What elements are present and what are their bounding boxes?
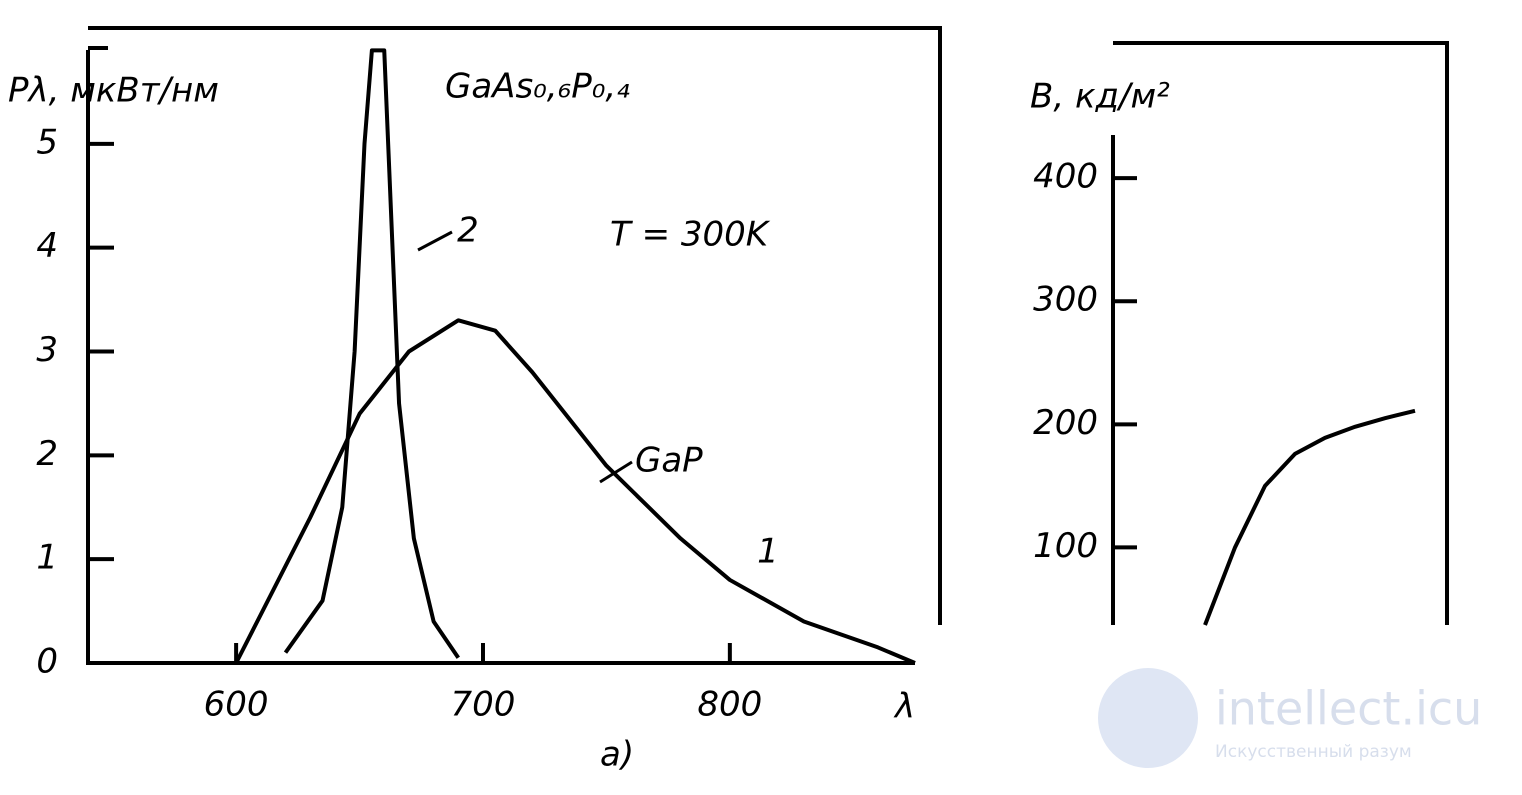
series-label: 2 [457, 211, 479, 251]
y-axis-label: Pλ, мкВт/нм [8, 71, 219, 111]
x-tick-label: 600 [204, 685, 269, 725]
y-tick-label: 0 [36, 642, 58, 682]
leader [599, 460, 633, 484]
y-tick-label: 200 [1033, 403, 1098, 443]
x-tick-label: 800 [697, 685, 762, 725]
series-line [1203, 408, 1416, 626]
y-tick-label: 4 [36, 226, 58, 266]
annotation: T = 300K [610, 215, 771, 255]
y-tick-label: 400 [1033, 157, 1098, 197]
y-tick-label: 3 [36, 330, 58, 370]
x-axis-label: λ [893, 687, 915, 727]
annotation: GaP [635, 441, 703, 481]
y-tick-label: 5 [36, 122, 58, 162]
y-tick-label: 300 [1033, 280, 1098, 320]
y-tick-label: 1 [36, 538, 58, 578]
frame [1111, 41, 1449, 625]
series-line [234, 318, 916, 665]
leader [417, 230, 453, 252]
frame [86, 26, 942, 665]
chart-title: GaAs₀,₆P₀,₄ [445, 67, 630, 107]
watermark-tagline: Искусственный разум [1215, 742, 1412, 762]
y-axis-label: B, кд/м² [1030, 77, 1170, 117]
x-tick-label: 700 [451, 685, 516, 725]
caption: a) [600, 735, 634, 775]
series-line [283, 48, 460, 659]
watermark-brand: intellect.icu [1215, 682, 1482, 736]
y-tick-label: 100 [1033, 526, 1098, 566]
series-label: 1 [757, 532, 779, 572]
y-tick-label: 2 [36, 434, 58, 474]
watermark-logo [1098, 668, 1198, 768]
watermark: intellect.icu Искусственный разум [1098, 668, 1482, 768]
